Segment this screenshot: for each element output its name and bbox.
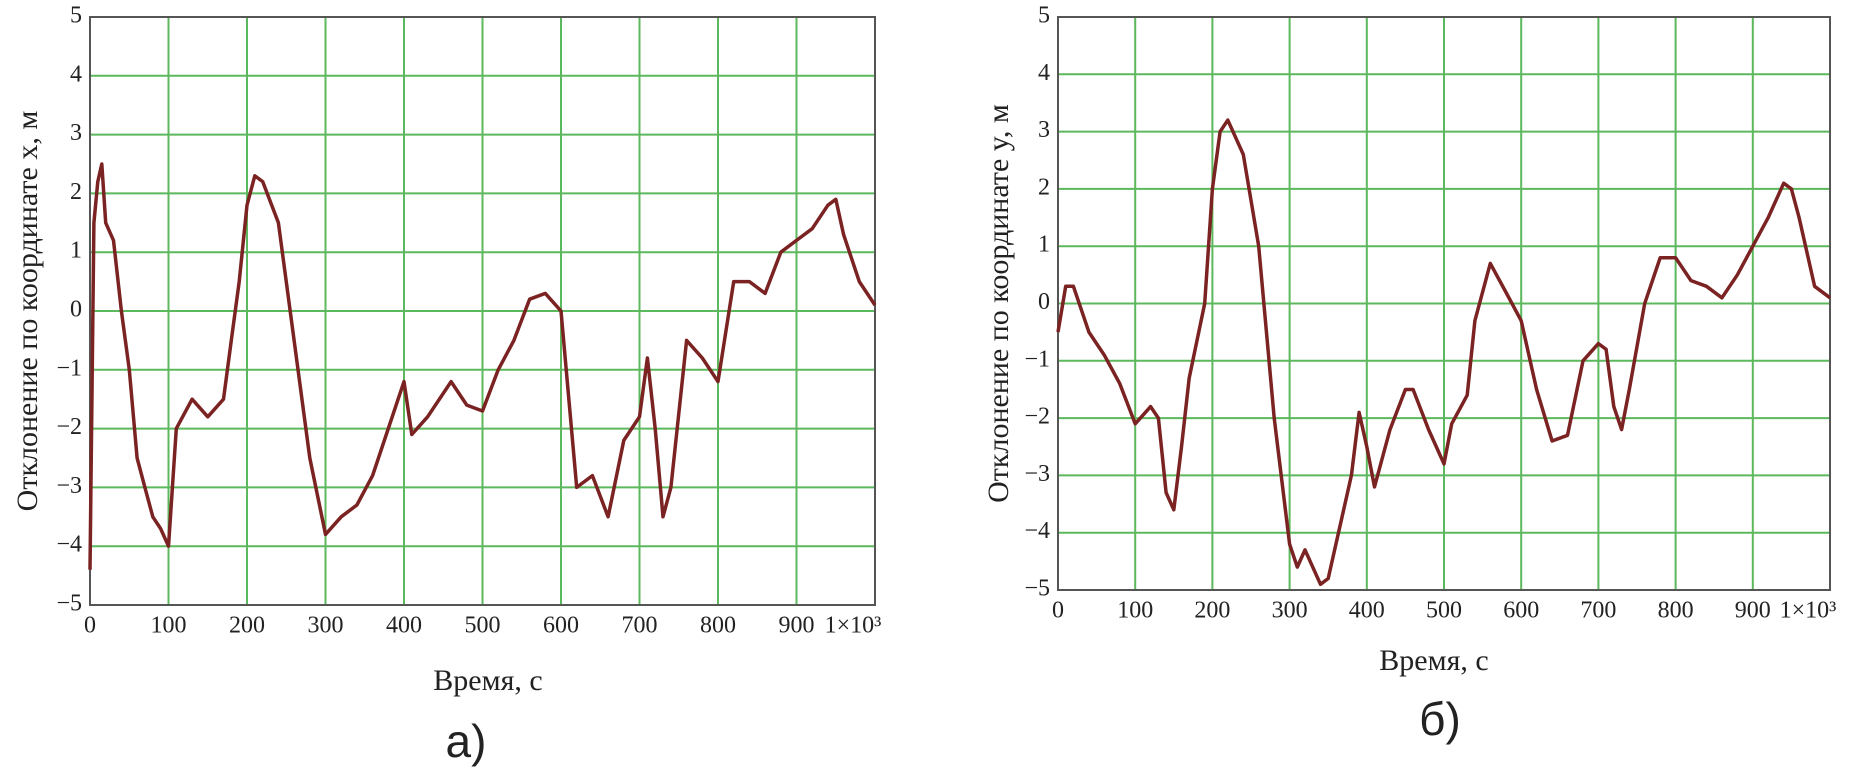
x-tick-label: 200 — [1194, 598, 1230, 624]
x-tick-label: 700 — [622, 613, 658, 639]
x-tick-label: 700 — [1580, 598, 1616, 624]
y-tick-label: 4 — [1038, 60, 1050, 86]
y-tick-label: 3 — [1038, 117, 1050, 143]
y-tick-label: 4 — [70, 61, 82, 87]
x-tick-label: 0 — [84, 613, 96, 639]
y-tick-label: 5 — [70, 3, 82, 29]
x-tick-label: 900 — [1735, 598, 1771, 624]
plot-frame — [1057, 16, 1831, 591]
x-tick-label: 0 — [1052, 598, 1064, 624]
y-axis-label: Отклонение по координате x, м — [11, 111, 44, 512]
x-tick-label: 200 — [229, 613, 265, 639]
x-tick-label: 100 — [1117, 598, 1153, 624]
x-tick-label: 300 — [308, 613, 344, 639]
y-tick-label: 3 — [70, 120, 82, 146]
y-tick-label: 2 — [70, 179, 82, 205]
y-axis-label: Отклонение по координате y, м — [982, 104, 1015, 503]
y-tick-label: 0 — [70, 297, 82, 323]
x-tick-label: 400 — [386, 613, 422, 639]
y-tick-label: −1 — [56, 355, 82, 381]
plot-frame — [89, 16, 876, 606]
x-tick-label: 1×10³ — [1780, 598, 1837, 624]
chart: 0 100 200 300 400 500 600 700 800 900 1×10³ −5 −4 −3 −… — [11, 3, 881, 768]
x-tick-label: 300 — [1272, 598, 1308, 624]
x-tick-label: 500 — [1426, 598, 1462, 624]
y-tick-label: −4 — [56, 532, 82, 558]
y-tick-label: 1 — [1038, 232, 1050, 258]
y-tick-label: 5 — [1038, 3, 1050, 29]
y-tick-label: −4 — [1024, 518, 1050, 544]
x-tick-label: 400 — [1349, 598, 1385, 624]
y-tick-label: 2 — [1038, 174, 1050, 200]
data-line — [1056, 118, 1832, 587]
x-tick-label: 1×10³ — [825, 613, 882, 639]
y-tick-label: −1 — [1024, 346, 1050, 372]
y-tick-label: −5 — [1024, 576, 1050, 602]
y-tick-label: −3 — [56, 473, 82, 499]
data-line — [88, 162, 877, 570]
y-tick-label: −3 — [1024, 461, 1050, 487]
y-tick-label: 0 — [1038, 289, 1050, 315]
x-tick-label: 500 — [465, 613, 501, 639]
y-tick-label: −5 — [56, 591, 82, 617]
x-axis-label: Время, с — [1379, 644, 1488, 677]
caption: а) — [446, 715, 487, 767]
x-tick-label: 800 — [1658, 598, 1694, 624]
y-tick-label: −2 — [1024, 404, 1050, 430]
x-tick-label: 900 — [779, 613, 815, 639]
chart: 0 100 200 300 400 500 600 700 800 900 1×10³ −5 −4 −3 −… — [982, 3, 1836, 746]
x-tick-label: 800 — [700, 613, 736, 639]
caption: б) — [1419, 693, 1461, 745]
x-tick-label: 600 — [543, 613, 579, 639]
x-axis-label: Время, с — [433, 664, 542, 697]
x-tick-label: 600 — [1503, 598, 1539, 624]
y-tick-label: 1 — [70, 238, 82, 264]
y-tick-label: −2 — [56, 414, 82, 440]
x-tick-label: 100 — [151, 613, 187, 639]
